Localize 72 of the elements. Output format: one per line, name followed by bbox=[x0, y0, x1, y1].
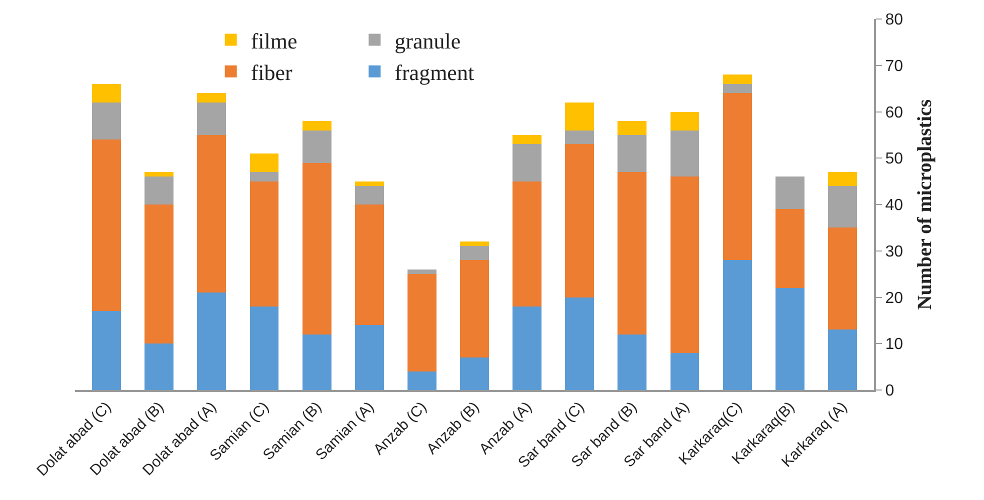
bar bbox=[722, 93, 752, 260]
y-tick-label: 0 bbox=[885, 382, 894, 400]
bar bbox=[828, 172, 857, 186]
bar bbox=[250, 153, 279, 172]
bar bbox=[144, 344, 174, 390]
bar bbox=[302, 334, 332, 390]
bar bbox=[302, 162, 332, 334]
bar bbox=[460, 358, 489, 390]
bar bbox=[565, 297, 594, 390]
bar bbox=[512, 306, 542, 390]
bar bbox=[828, 228, 857, 330]
bar bbox=[92, 140, 121, 312]
bar bbox=[670, 352, 700, 390]
y-tick-label: 10 bbox=[885, 336, 904, 354]
y-tick-label: 40 bbox=[885, 197, 904, 214]
bar bbox=[302, 130, 332, 163]
bar bbox=[565, 102, 594, 130]
bar bbox=[354, 186, 384, 204]
bar bbox=[670, 130, 700, 177]
bar bbox=[197, 134, 226, 293]
bar bbox=[775, 288, 804, 390]
legend-label: fragment bbox=[394, 60, 474, 85]
bar bbox=[722, 74, 752, 84]
bar bbox=[92, 311, 121, 390]
bar bbox=[512, 181, 542, 307]
bar bbox=[512, 144, 542, 182]
bar bbox=[144, 172, 174, 177]
bar bbox=[197, 102, 226, 135]
bar bbox=[565, 144, 594, 298]
bar bbox=[670, 176, 700, 353]
bar bbox=[512, 134, 542, 144]
bar bbox=[354, 204, 384, 326]
bar bbox=[144, 204, 174, 344]
legend-label: granule bbox=[394, 28, 461, 54]
bar bbox=[670, 112, 700, 130]
bar bbox=[828, 330, 857, 390]
bar bbox=[565, 130, 594, 144]
bar bbox=[722, 84, 752, 94]
y-tick-label: 50 bbox=[885, 150, 904, 168]
bar bbox=[250, 172, 279, 182]
bar bbox=[302, 121, 332, 130]
bar bbox=[828, 186, 857, 228]
bar bbox=[460, 246, 489, 260]
bar bbox=[144, 176, 174, 204]
legend-label: filme bbox=[250, 28, 298, 54]
bar bbox=[407, 274, 436, 372]
bar bbox=[618, 334, 647, 390]
bar bbox=[407, 269, 436, 274]
bar bbox=[775, 176, 804, 210]
bar bbox=[354, 181, 384, 186]
bar bbox=[250, 181, 279, 307]
bar bbox=[250, 306, 279, 390]
y-tick-label: 20 bbox=[885, 290, 904, 307]
bar bbox=[618, 134, 647, 172]
y-tick-label: 30 bbox=[885, 243, 904, 260]
bar bbox=[460, 242, 489, 246]
legend-label: fiber bbox=[250, 60, 294, 85]
bar bbox=[407, 371, 436, 390]
y-axis-title: Number of microplastics bbox=[914, 99, 936, 310]
bar bbox=[618, 121, 647, 135]
bar bbox=[722, 260, 752, 390]
bar bbox=[460, 260, 489, 358]
bar bbox=[775, 209, 804, 288]
bar bbox=[197, 93, 226, 102]
bar bbox=[618, 172, 647, 334]
bar bbox=[92, 84, 121, 102]
bar bbox=[354, 325, 384, 390]
y-tick-label: 70 bbox=[885, 58, 904, 75]
bar bbox=[197, 292, 226, 390]
bar bbox=[92, 102, 121, 140]
y-tick-label: 60 bbox=[885, 104, 904, 122]
y-tick-label: 80 bbox=[885, 12, 904, 29]
